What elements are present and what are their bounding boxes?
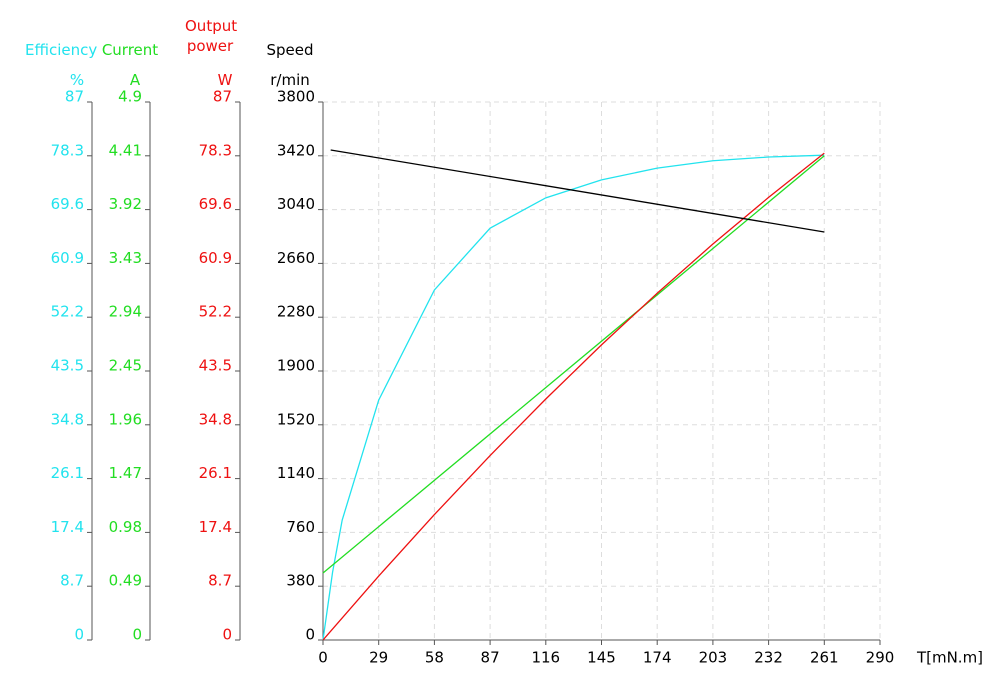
y-tick-label: 34.8 (51, 410, 84, 428)
x-tick-label: 203 (699, 649, 728, 667)
axis-name: Current (101, 41, 159, 59)
y-tick-label: 2660 (277, 249, 315, 267)
y-tick-label: 1140 (277, 464, 315, 482)
y-tick-label: 0.49 (109, 572, 142, 590)
y-tick-label: 1520 (277, 410, 315, 428)
y-tick-label: 17.4 (199, 518, 232, 536)
y-tick-label: 8.7 (208, 572, 232, 590)
y-tick-label: 3.92 (109, 195, 142, 213)
y-tick-label: 69.6 (199, 195, 232, 213)
y-tick-label: 34.8 (199, 410, 232, 428)
y-tick-label: 52.2 (199, 303, 232, 321)
y-tick-label: 1.47 (109, 464, 142, 482)
x-tick-label: 145 (587, 649, 616, 667)
y-tick-label: 0 (305, 626, 315, 644)
series-line (322, 154, 825, 641)
y-tick-label: 43.5 (199, 357, 232, 375)
y-tick-label: 760 (286, 518, 315, 536)
y-tick-label: 17.4 (51, 518, 84, 536)
y-tick-label: 1900 (277, 357, 315, 375)
y-tick-label: 60.9 (199, 249, 232, 267)
y-tick-label: 78.3 (199, 141, 232, 159)
x-tick-label: 0 (318, 649, 328, 667)
y-tick-label: 87 (213, 88, 232, 106)
y-tick-label: 2.45 (109, 357, 142, 375)
x-tick-label: 261 (810, 649, 839, 667)
x-tick-label: 116 (531, 649, 560, 667)
series-line (322, 152, 825, 641)
axis-name: Output power (185, 17, 238, 55)
axis-unit: A (129, 71, 141, 89)
series-line (322, 155, 825, 574)
axis-name: Efficiency (25, 41, 98, 59)
axis-unit: % (69, 71, 85, 89)
y-tick-label: 69.6 (51, 195, 84, 213)
y-tick-label: 4.41 (109, 141, 142, 159)
x-tick-label: 87 (481, 649, 500, 667)
y-tick-label: 3040 (277, 195, 315, 213)
y-tick-label: 26.1 (199, 464, 232, 482)
x-tick-label: 174 (643, 649, 672, 667)
y-tick-label: 3800 (277, 88, 315, 106)
y-tick-label: 3420 (277, 141, 315, 159)
y-tick-label: 43.5 (51, 357, 84, 375)
y-tick-label: 380 (286, 572, 315, 590)
x-axis-label: T[mN.m] (916, 649, 983, 667)
y-tick-label: 0.98 (109, 518, 142, 536)
x-tick-label: 29 (369, 649, 388, 667)
y-tick-label: 4.9 (118, 88, 142, 106)
axis-unit: W (217, 71, 233, 89)
x-tick-label: 58 (425, 649, 444, 667)
y-tick-label: 3.43 (109, 249, 142, 267)
axis-unit: r/min (270, 71, 310, 89)
y-tick-label: 8.7 (60, 572, 84, 590)
y-tick-label: 1.96 (109, 410, 142, 428)
y-tick-label: 52.2 (51, 303, 84, 321)
y-tick-label: 87 (65, 88, 84, 106)
x-tick-label: 290 (866, 649, 895, 667)
y-tick-label: 78.3 (51, 141, 84, 159)
y-tick-label: 0 (222, 626, 232, 644)
y-tick-label: 60.9 (51, 249, 84, 267)
y-tick-label: 2.94 (109, 303, 142, 321)
x-tick-label: 232 (754, 649, 783, 667)
y-tick-label: 26.1 (51, 464, 84, 482)
series-line (330, 149, 825, 233)
y-tick-label: 0 (132, 626, 142, 644)
y-tick-label: 0 (74, 626, 84, 644)
axis-name: Speed (266, 41, 314, 59)
y-tick-label: 2280 (277, 303, 315, 321)
